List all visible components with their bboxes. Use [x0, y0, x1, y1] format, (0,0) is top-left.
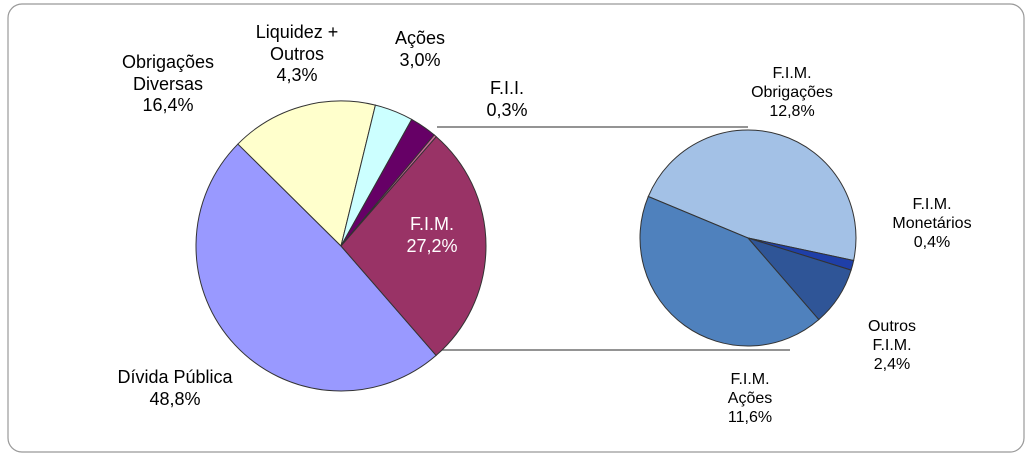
slice-label: Dívida Pública 48,8% [75, 367, 275, 410]
pie-slice [237, 100, 376, 247]
slice-name: F.I.M. Ações [727, 371, 773, 408]
slice-label: F.I.I. 0,3% [472, 78, 542, 121]
slice-value: 0,3% [486, 99, 528, 120]
pie-slice [195, 143, 437, 392]
slice-label: Liquidez + Outros 4,3% [242, 22, 352, 87]
pie-slice [340, 135, 487, 357]
pie-slice [647, 129, 857, 262]
slice-label: F.I.M. Ações 11,6% [720, 370, 780, 428]
slice-value: 27,2% [406, 235, 458, 256]
slice-value: 16,4% [142, 95, 194, 116]
slice-name: Liquidez + Outros [255, 22, 339, 64]
slice-value: 0,4% [913, 234, 951, 252]
slice-name: Obrigações Diversas [121, 52, 215, 94]
slice-label: Outros F.I.M. 2,4% [862, 317, 922, 375]
slice-value: 4,3% [276, 65, 318, 86]
pie-slice [639, 195, 820, 347]
slice-value: 48,8% [149, 388, 201, 409]
slice-name: F.I.M. [410, 214, 454, 234]
slice-label: F.I.M. 27,2% [392, 214, 472, 257]
slice-name: Dívida Pública [117, 367, 233, 387]
slice-name: F.I.I. [489, 78, 524, 98]
slice-value: 11,6% [727, 409, 773, 427]
slice-value: 2,4% [873, 356, 911, 374]
slice-value: 3,0% [399, 49, 441, 70]
slice-name: F.I.M. Monetários [892, 196, 972, 233]
slice-name: Ações [394, 28, 446, 48]
slice-label: Ações 3,0% [380, 28, 460, 71]
slice-value: 12,8% [769, 103, 815, 121]
slice-name: F.I.M. Obrigações [751, 65, 833, 102]
slice-label: Obrigações Diversas 16,4% [103, 52, 233, 117]
slice-name: Outros F.I.M. [867, 318, 916, 355]
slice-label: F.I.M. Monetários 0,4% [877, 195, 987, 253]
slice-label: F.I.M. Obrigações 12,8% [742, 64, 842, 122]
